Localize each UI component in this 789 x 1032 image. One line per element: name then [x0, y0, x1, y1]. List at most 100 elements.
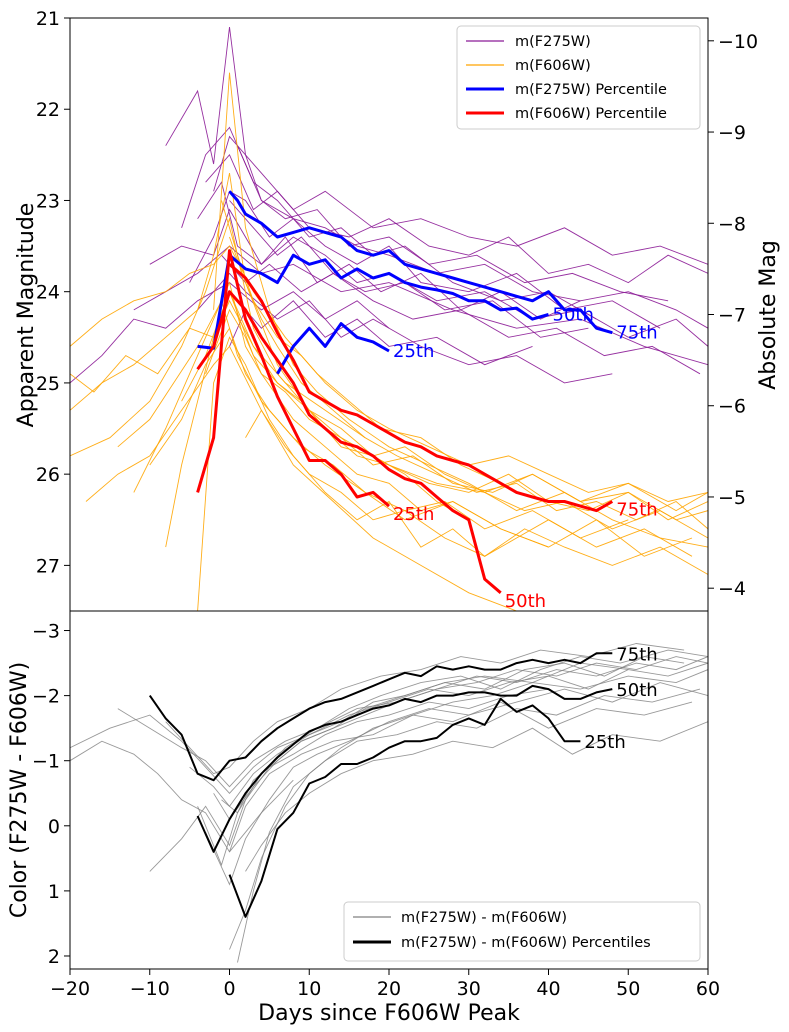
legend-label-f606w-percentile: m(F606W) Percentile — [515, 106, 667, 122]
bottom-y-ticks: −3 −2 −1 0 1 2 — [32, 621, 70, 968]
y-tick-label: 21 — [36, 8, 60, 30]
y-tick-label: 24 — [36, 282, 60, 304]
f606w-light-curve — [229, 236, 708, 530]
f606w-light-curve — [117, 299, 693, 557]
top-right-y-label: Absolute Mag — [756, 240, 781, 390]
percentile-line-f275w-25th — [276, 322, 390, 375]
y-tick-label: 25 — [36, 373, 60, 395]
percentile-line-color-75th — [148, 652, 613, 782]
f606w-light-curve — [70, 216, 470, 521]
percentile-label-color-75th: 75th — [616, 644, 657, 665]
y-right-tick-label: −5 — [718, 487, 746, 509]
color-curve — [197, 656, 685, 867]
color-curve — [245, 721, 708, 872]
f275w-light-curve — [133, 245, 708, 366]
y-tick-label: 27 — [36, 555, 60, 577]
percentile-label-f275w-25th: 25th — [393, 341, 434, 362]
percentile-line-color-50th — [196, 684, 613, 853]
percentile-label-color-25th: 25th — [584, 732, 625, 753]
f606w-light-curve — [245, 409, 708, 575]
top-left-y-ticks: 21 22 23 24 25 26 27 — [36, 8, 70, 577]
percentile-line-color-25th — [228, 697, 581, 918]
color-curve — [70, 662, 708, 794]
x-tick-label: 40 — [536, 978, 560, 1000]
f275w-light-curve — [197, 272, 613, 384]
y-tick-label: 23 — [36, 190, 60, 212]
x-tick-label: 10 — [297, 978, 321, 1000]
percentile-label-f606w-25th: 25th — [393, 504, 434, 525]
f606w-light-curve — [85, 345, 517, 611]
top-legend-frame — [456, 25, 701, 130]
y-right-tick-label: −7 — [718, 305, 746, 327]
percentile-label-f275w-75th: 75th — [616, 323, 657, 344]
f606w-individual-lines — [70, 72, 708, 611]
percentile-line-f606w-75th — [228, 263, 614, 513]
y-tick-label: −2 — [32, 686, 60, 708]
f275w-light-curve — [237, 145, 669, 302]
f275w-light-curve — [229, 200, 589, 338]
y-tick-label: −1 — [32, 751, 60, 773]
bottom-legend: m(F275W) - m(F606W) m(F275W) - m(F606W) … — [343, 901, 701, 962]
y-right-tick-label: −9 — [718, 122, 746, 144]
bottom-y-label: Color (F275W - F606W) — [7, 662, 32, 918]
top-percentile-lines — [196, 190, 614, 594]
x-tick-label: 60 — [696, 978, 720, 1000]
top-left-y-label: Apparent Magnitude — [14, 203, 39, 428]
color-curve — [229, 701, 693, 852]
y-tick-label: 0 — [48, 816, 60, 838]
f275w-light-curve — [213, 135, 708, 265]
f275w-light-curve — [221, 254, 701, 375]
legend-label-f275w-percentile: m(F275W) Percentile — [515, 82, 667, 98]
x-tick-label: −10 — [130, 978, 170, 1000]
top-percentile-labels: 25th 50th 75th 25th 50th 75th — [393, 305, 658, 612]
x-tick-label: 0 — [223, 978, 235, 1000]
y-right-tick-label: −10 — [718, 31, 758, 53]
legend-label-f275w: m(F275W) — [515, 34, 591, 50]
top-right-y-ticks: −10 −9 −8 −7 −6 −5 −4 — [708, 31, 758, 600]
color-curve — [149, 688, 549, 872]
color-curve — [70, 740, 294, 853]
f275w-light-curve — [229, 300, 533, 366]
color-percentile-lines — [148, 652, 613, 918]
top-legend: m(F275W) m(F606W) m(F275W) Percentile m(… — [456, 25, 701, 130]
percentile-line-f275w-50th — [197, 253, 549, 350]
y-right-tick-label: −4 — [718, 578, 746, 600]
percentile-label-f606w-50th: 50th — [505, 591, 546, 612]
bottom-legend-frame — [343, 901, 701, 962]
color-curve — [117, 656, 708, 788]
f275w-light-curve — [165, 27, 708, 329]
x-tick-label: 20 — [377, 978, 401, 1000]
bottom-percentile-labels: 25th 50th 75th — [584, 644, 657, 753]
legend-label-color-percentiles: m(F275W) - m(F606W) Percentiles — [401, 935, 651, 951]
percentile-line-f275w-75th — [228, 190, 613, 335]
f606w-light-curve — [221, 200, 708, 502]
color-curve — [165, 643, 685, 775]
y-right-tick-label: −8 — [718, 213, 746, 235]
x-tick-label: 30 — [457, 978, 481, 1000]
f275w-light-curve — [189, 190, 661, 329]
f275w-light-curve — [70, 282, 390, 384]
percentile-line-f606w-25th — [196, 249, 390, 508]
percentile-line-f606w-50th — [196, 290, 502, 594]
color-curve — [221, 649, 708, 814]
f606w-light-curve — [70, 245, 501, 484]
color-individual-lines — [70, 643, 708, 963]
x-tick-label: 50 — [616, 978, 640, 1000]
x-tick-label: −20 — [50, 978, 90, 1000]
color-curve — [237, 688, 701, 963]
f275w-light-curve — [205, 153, 708, 284]
color-curve — [189, 662, 629, 808]
y-tick-label: 2 — [48, 946, 60, 968]
legend-label-color: m(F275W) - m(F606W) — [401, 910, 567, 926]
y-right-tick-label: −6 — [718, 396, 746, 418]
y-tick-label: 1 — [48, 881, 60, 903]
percentile-label-f275w-50th: 50th — [553, 305, 594, 326]
color-curve — [205, 682, 708, 886]
x-axis-label: Days since F606W Peak — [258, 1001, 520, 1026]
y-tick-label: −3 — [32, 621, 60, 643]
percentile-label-f606w-75th: 75th — [616, 500, 657, 521]
y-tick-label: 26 — [36, 464, 60, 486]
legend-label-f606w: m(F606W) — [515, 58, 591, 74]
